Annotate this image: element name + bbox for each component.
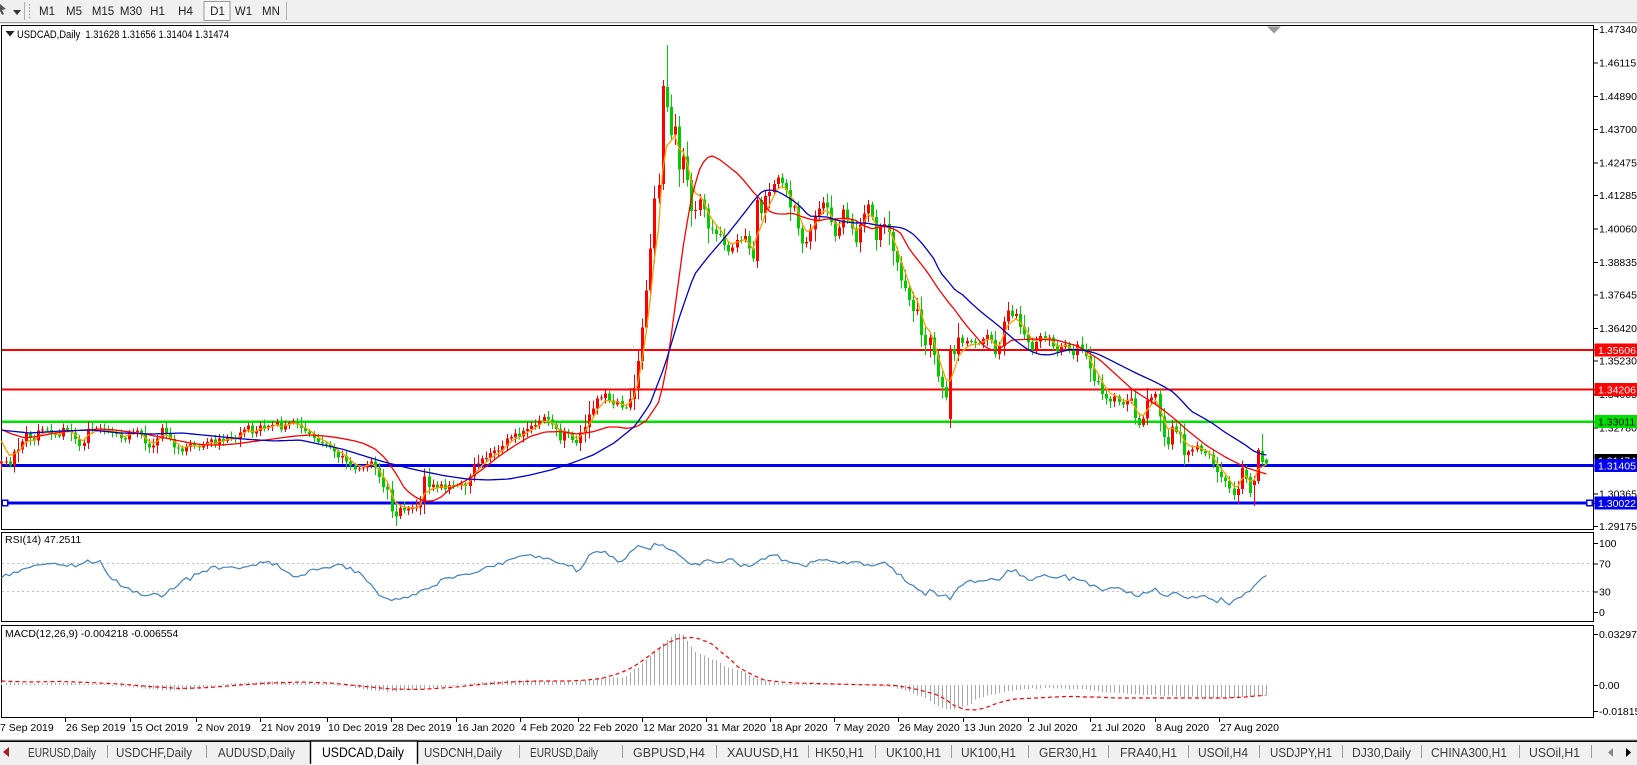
svg-text:MACD(12,26,9) -0.004218 -0.006: MACD(12,26,9) -0.004218 -0.006554 — [5, 628, 179, 640]
svg-text:MN: MN — [262, 6, 280, 18]
svg-text:13 Jun 2020: 13 Jun 2020 — [964, 722, 1022, 734]
svg-text:26 Sep 2019: 26 Sep 2019 — [66, 722, 126, 734]
svg-text:2 Nov 2019: 2 Nov 2019 — [197, 722, 251, 734]
svg-text:USDCAD,Daily 1.31628 1.31656: USDCAD,Daily 1.31628 1.31656 1.31404 1.3… — [17, 29, 229, 41]
svg-text:7 Sep 2019: 7 Sep 2019 — [0, 722, 54, 734]
svg-text:EURUSD,Daily: EURUSD,Daily — [530, 745, 598, 760]
svg-text:HK50,H1: HK50,H1 — [815, 745, 864, 760]
svg-text:1.29175: 1.29175 — [1599, 521, 1637, 533]
svg-text:USDCNH,Daily: USDCNH,Daily — [424, 745, 502, 760]
svg-text:1.35606: 1.35606 — [1598, 345, 1636, 357]
svg-text:USOil,H1: USOil,H1 — [1529, 745, 1580, 760]
svg-text:1.46115: 1.46115 — [1599, 58, 1636, 70]
svg-text:USOil,H4: USOil,H4 — [1198, 745, 1248, 760]
svg-text:1.42475: 1.42475 — [1599, 157, 1637, 169]
svg-text:16 Jan 2020: 16 Jan 2020 — [457, 722, 515, 734]
svg-text:1.37645: 1.37645 — [1599, 289, 1637, 301]
svg-text:1.36420: 1.36420 — [1599, 323, 1637, 335]
svg-text:-0.018154: -0.018154 — [1599, 706, 1637, 718]
svg-text:RSI(14) 47.2511: RSI(14) 47.2511 — [5, 534, 81, 546]
svg-text:1.40060: 1.40060 — [1599, 223, 1637, 235]
svg-text:1.41285: 1.41285 — [1599, 190, 1637, 202]
svg-text:8 Aug 2020: 8 Aug 2020 — [1156, 722, 1209, 734]
svg-text:1.35230: 1.35230 — [1599, 355, 1637, 367]
svg-text:1.31405: 1.31405 — [1598, 461, 1636, 473]
svg-text:2 Jul 2020: 2 Jul 2020 — [1029, 722, 1078, 734]
svg-text:7 May 2020: 7 May 2020 — [835, 722, 890, 734]
svg-text:22 Feb 2020: 22 Feb 2020 — [579, 722, 638, 734]
svg-text:AUDUSD,Daily: AUDUSD,Daily — [218, 745, 295, 760]
svg-text:DJ30,Daily: DJ30,Daily — [1352, 745, 1411, 760]
svg-text:4 Feb 2020: 4 Feb 2020 — [521, 722, 574, 734]
svg-text:27 Aug 2020: 27 Aug 2020 — [1220, 722, 1279, 734]
svg-text:1.34206: 1.34206 — [1598, 385, 1636, 397]
svg-text:XAUUSD,H1: XAUUSD,H1 — [727, 745, 799, 760]
svg-text:EURUSD,Daily: EURUSD,Daily — [28, 745, 96, 760]
svg-text:26 May 2020: 26 May 2020 — [899, 722, 960, 734]
svg-text:FRA40,H1: FRA40,H1 — [1120, 745, 1177, 760]
svg-text:UK100,H1: UK100,H1 — [961, 745, 1016, 760]
svg-text:1.47340: 1.47340 — [1599, 24, 1637, 36]
svg-text:70: 70 — [1599, 559, 1611, 571]
svg-text:D1: D1 — [210, 6, 225, 18]
svg-text:M30: M30 — [120, 6, 142, 18]
svg-text:0.032972: 0.032972 — [1599, 629, 1637, 641]
svg-text:1.38835: 1.38835 — [1599, 257, 1637, 269]
svg-text:UK100,H1: UK100,H1 — [886, 745, 941, 760]
svg-text:31 Mar 2020: 31 Mar 2020 — [707, 722, 766, 734]
svg-text:15 Oct 2019: 15 Oct 2019 — [131, 722, 188, 734]
svg-text:18 Apr 2020: 18 Apr 2020 — [771, 722, 828, 734]
svg-text:0.00: 0.00 — [1599, 680, 1620, 692]
svg-text:0: 0 — [1599, 607, 1605, 619]
svg-text:W1: W1 — [235, 6, 252, 18]
svg-text:USDCHF,Daily: USDCHF,Daily — [116, 745, 192, 760]
svg-text:GER30,H1: GER30,H1 — [1039, 745, 1097, 760]
svg-text:M5: M5 — [66, 6, 82, 18]
svg-text:M15: M15 — [92, 6, 114, 18]
svg-text:1.30022: 1.30022 — [1598, 498, 1636, 510]
svg-text:30: 30 — [1599, 587, 1611, 599]
svg-text:28 Dec 2019: 28 Dec 2019 — [392, 722, 452, 734]
svg-text:CHINA300,H1: CHINA300,H1 — [1431, 745, 1507, 760]
svg-text:M1: M1 — [39, 6, 55, 18]
svg-text:1.43700: 1.43700 — [1599, 124, 1637, 136]
svg-text:21 Jul 2020: 21 Jul 2020 — [1091, 722, 1145, 734]
svg-text:GBPUSD,H4: GBPUSD,H4 — [633, 745, 705, 760]
svg-text:10 Dec 2019: 10 Dec 2019 — [328, 722, 388, 734]
svg-text:1.33011: 1.33011 — [1598, 417, 1635, 429]
svg-text:100: 100 — [1599, 538, 1617, 550]
svg-text:12 Mar 2020: 12 Mar 2020 — [643, 722, 702, 734]
svg-text:USDJPY,H1: USDJPY,H1 — [1270, 745, 1332, 760]
svg-text:21 Nov 2019: 21 Nov 2019 — [261, 722, 321, 734]
svg-text:1.44890: 1.44890 — [1599, 91, 1637, 103]
svg-text:USDCAD,Daily: USDCAD,Daily — [322, 745, 404, 760]
svg-text:H1: H1 — [150, 6, 165, 18]
svg-text:H4: H4 — [178, 6, 193, 18]
